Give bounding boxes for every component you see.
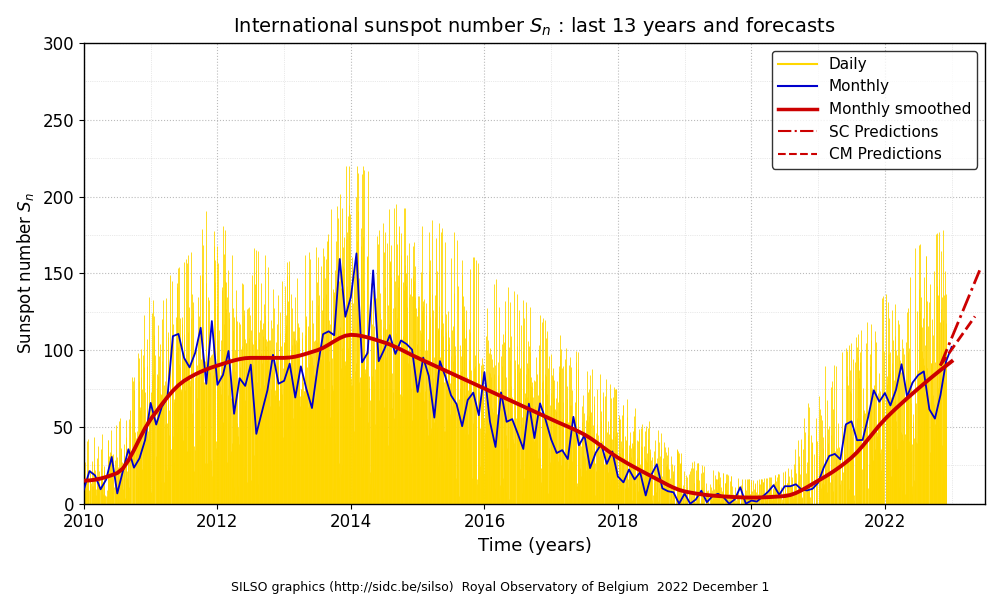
Legend: Daily, Monthly, Monthly smoothed, SC Predictions, CM Predictions: Daily, Monthly, Monthly smoothed, SC Pre… — [772, 51, 977, 169]
Text: SILSO graphics (http://sidc.be/silso)  Royal Observatory of Belgium  2022 Decemb: SILSO graphics (http://sidc.be/silso) Ro… — [231, 581, 769, 594]
Title: International sunspot number $S_{n}$ : last 13 years and forecasts: International sunspot number $S_{n}$ : l… — [233, 15, 836, 38]
X-axis label: Time (years): Time (years) — [478, 537, 591, 555]
Y-axis label: Sunspot number $S_{n}$: Sunspot number $S_{n}$ — [15, 193, 37, 355]
